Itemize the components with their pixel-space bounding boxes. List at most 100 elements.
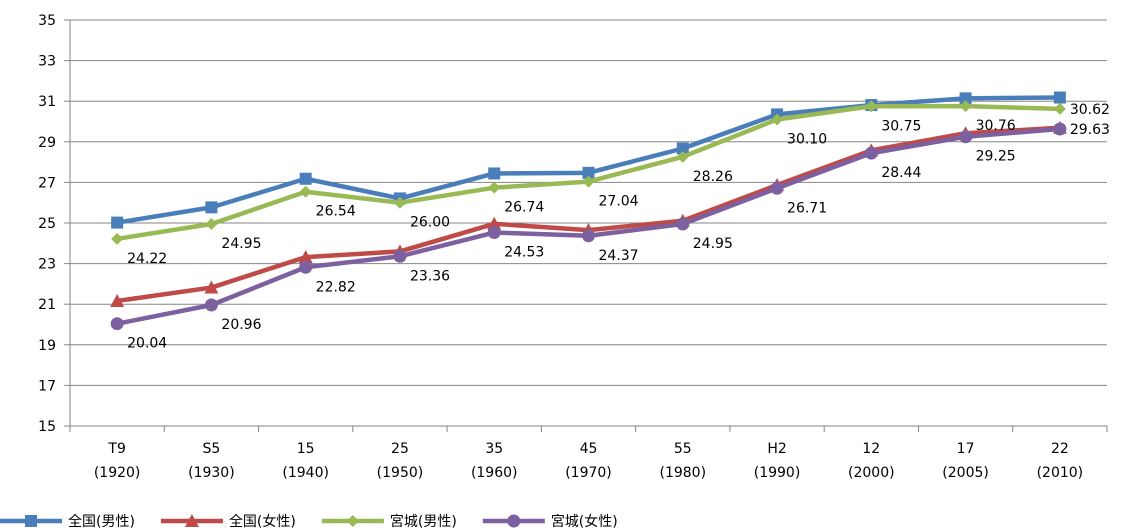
data-point [205, 201, 218, 214]
data-label: 30.10 [787, 131, 827, 147]
data-point [393, 196, 406, 209]
data-point [582, 229, 595, 243]
x-tick-label-line: (2010) [1037, 465, 1084, 481]
data-label: 29.25 [976, 149, 1016, 165]
data-label: 24.95 [221, 236, 261, 252]
x-tick-label-line: (1930) [188, 465, 235, 481]
x-tick-label-line: 25 [391, 441, 409, 457]
data-point [299, 260, 313, 274]
x-tick-label-line: 22 [1051, 441, 1069, 457]
data-label: 28.26 [693, 169, 733, 185]
x-tick-label-line: (1970) [565, 465, 612, 481]
data-label: 20.96 [221, 317, 261, 333]
x-tick-label-line: 12 [862, 441, 880, 457]
data-point [959, 100, 972, 113]
x-tick-label: 17 (2005) [942, 441, 989, 481]
y-tick-label: 17 [38, 378, 56, 394]
x-tick-label: S5 (1930) [188, 441, 235, 481]
legend-label: 宮城(男性) [390, 514, 457, 530]
data-point [864, 146, 878, 160]
x-tick-label-line: 35 [485, 441, 503, 457]
x-tick-label: 15 (1940) [282, 441, 329, 481]
series-2 [111, 100, 1066, 245]
data-labels: 24.22 24.95 26.54 26.00 26.74 27.04 28.26 30.10… [127, 102, 1110, 352]
x-tick-label-line: (1960) [471, 465, 518, 481]
data-label: 24.53 [504, 245, 544, 261]
legend-label: 宮城(女性) [551, 513, 618, 530]
series-lines [110, 91, 1067, 331]
legend-item-1: 全国(女性) [160, 513, 296, 530]
x-tick-label: H2 (1990) [754, 441, 801, 481]
series-line-0 [114, 95, 1063, 225]
legend-label: 全国(男性) [68, 513, 135, 530]
data-point [582, 166, 595, 179]
y-tick-label: 19 [38, 338, 56, 354]
legend-item-3: 宮城(女性) [482, 513, 618, 530]
x-tick-label-line: 45 [580, 441, 598, 457]
data-point [487, 226, 501, 240]
data-label: 30.62 [1070, 102, 1110, 118]
y-tick-label: 31 [38, 94, 56, 110]
data-label: 26.71 [787, 200, 827, 216]
data-label: 27.04 [599, 194, 639, 210]
y-tick-label: 21 [38, 297, 56, 313]
x-tick-label-line: 17 [957, 441, 975, 457]
data-point [111, 216, 124, 229]
data-point [1053, 91, 1066, 104]
x-tick-label: 45 (1970) [565, 441, 612, 481]
data-point [1053, 122, 1067, 136]
x-tick-label-line: (1920) [94, 465, 141, 481]
legend-item-0: 全国(男性) [0, 513, 135, 530]
x-tick-label-line: (2005) [942, 465, 989, 481]
data-point [110, 293, 125, 307]
x-tick-label-line: (1990) [754, 465, 801, 481]
data-point [205, 218, 218, 231]
y-tick-label: 23 [38, 257, 56, 273]
data-point [393, 249, 407, 263]
data-point [771, 113, 784, 126]
data-point [299, 172, 312, 185]
x-tick-label: T9 (1920) [94, 441, 141, 481]
x-tick-label-line: S5 [203, 441, 221, 457]
data-point [676, 217, 690, 231]
x-tick-label-line: 55 [674, 441, 692, 457]
data-label: 26.74 [504, 200, 544, 216]
data-point [204, 298, 218, 312]
data-point [299, 185, 312, 198]
data-point [1053, 102, 1066, 115]
y-tick-label: 27 [38, 175, 56, 191]
axes: 15 17 19 21 23 25 27 29 31 33 35 T9 (1920) S5 (1930) 15… [38, 13, 1108, 481]
data-point [488, 181, 501, 194]
y-tick-label: 25 [38, 216, 56, 232]
data-label: 29.63 [1070, 122, 1110, 138]
data-point [298, 250, 313, 264]
legend-swatch-marker [184, 514, 199, 527]
x-tick-label: 12 (2000) [848, 441, 895, 481]
legend-item-2: 宮城(男性) [321, 514, 457, 530]
data-point [487, 216, 502, 230]
y-tick-label: 15 [38, 419, 56, 435]
x-tick-label-line: 15 [297, 441, 315, 457]
data-point [865, 100, 878, 113]
data-label: 28.44 [881, 165, 921, 181]
x-tick-label: 22 (2010) [1037, 441, 1084, 481]
legend: 全国(男性) 全国(女性) 宮城(男性) 宮城(女性) [0, 513, 618, 530]
data-point [582, 175, 595, 188]
data-point [959, 92, 972, 105]
data-label: 22.82 [316, 279, 356, 295]
data-label: 24.95 [693, 236, 733, 252]
data-label: 24.22 [127, 251, 167, 267]
data-point [110, 317, 124, 331]
data-point [959, 130, 973, 144]
data-label: 30.76 [976, 118, 1016, 134]
data-point [676, 142, 689, 155]
data-point [488, 167, 501, 180]
x-tick-label-line: H2 [767, 441, 786, 457]
y-tick-label: 33 [38, 54, 56, 70]
legend-swatch-marker [507, 514, 521, 528]
series-3 [110, 122, 1067, 331]
series-line-1 [114, 125, 1063, 304]
x-tick-label-line: (1940) [282, 465, 329, 481]
data-point [770, 181, 784, 195]
